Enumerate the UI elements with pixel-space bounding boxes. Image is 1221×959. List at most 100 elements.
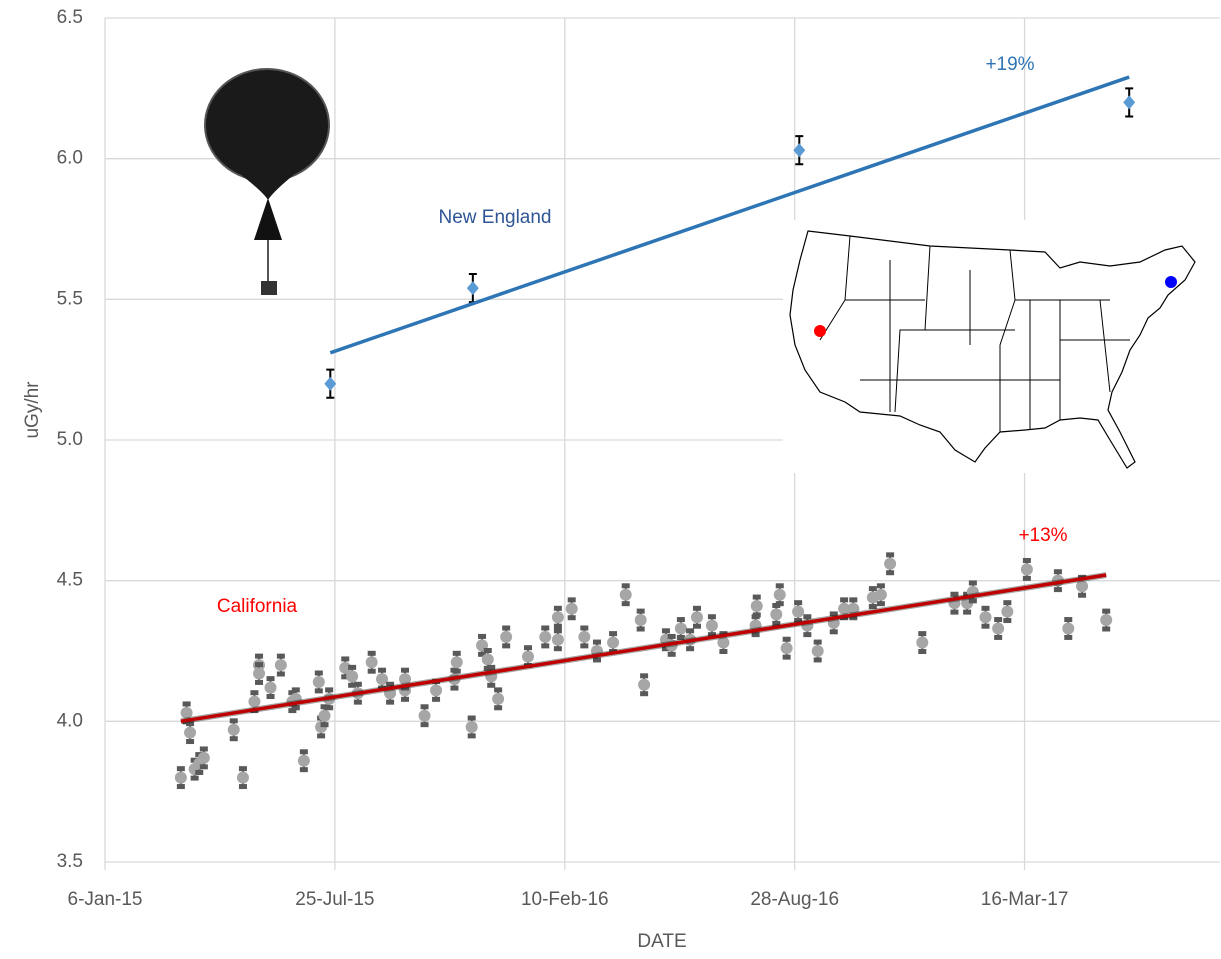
error-cap [803, 632, 812, 638]
data-point [180, 706, 193, 719]
error-cap [367, 668, 376, 674]
error-cap [420, 704, 429, 710]
error-cap [553, 628, 562, 634]
data-point [619, 588, 632, 601]
error-cap [636, 608, 645, 614]
data-point [705, 619, 718, 632]
error-cap [580, 643, 589, 649]
error-cap [502, 643, 511, 649]
error-cap [592, 657, 601, 663]
data-point [274, 659, 287, 672]
error-cap [276, 653, 285, 659]
error-cap [255, 679, 264, 685]
annotation: +13% [1018, 525, 1067, 546]
x-tick-label: 6-Jan-15 [68, 889, 143, 910]
error-cap [288, 690, 297, 696]
error-cap [250, 690, 259, 696]
data-point [248, 695, 261, 708]
error-cap [994, 634, 1003, 640]
x-tick-label: 16-Mar-17 [981, 889, 1069, 910]
error-cap [182, 701, 191, 707]
error-cap [288, 708, 297, 714]
error-cap [401, 685, 410, 691]
error-cap [1064, 634, 1073, 640]
error-cap [353, 681, 362, 687]
trend-line [180, 573, 1107, 724]
data-point [674, 622, 687, 635]
data-point [770, 608, 783, 621]
error-cap [794, 618, 803, 624]
error-cap [752, 612, 761, 618]
parachute [254, 198, 282, 240]
data-point [1076, 580, 1089, 593]
data-point [312, 675, 325, 688]
error-cap [176, 784, 185, 790]
error-cap [401, 667, 410, 673]
error-cap [886, 552, 895, 558]
error-cap [229, 736, 238, 742]
error-cap [378, 667, 387, 673]
error-cap [341, 656, 350, 662]
x-tick-label: 28-Aug-16 [750, 889, 839, 910]
data-layer [174, 75, 1136, 790]
error-cap [849, 615, 858, 621]
error-cap [238, 784, 247, 790]
error-cap [719, 649, 728, 654]
error-cap [348, 682, 357, 688]
error-cap [918, 649, 927, 654]
error-cap [467, 715, 476, 721]
error-cap [186, 721, 195, 727]
data-point [450, 656, 463, 669]
error-cap [1003, 600, 1012, 606]
error-cap [317, 733, 326, 739]
error-cap [752, 594, 761, 600]
error-cap [255, 662, 264, 668]
error-cap [494, 687, 503, 693]
data-point [346, 670, 359, 683]
error-cap [667, 651, 676, 657]
error-cap [829, 611, 838, 617]
x-tick-label: 25-Jul-15 [295, 889, 374, 910]
error-cap [478, 651, 487, 657]
error-cap [291, 687, 300, 693]
data-point [227, 723, 240, 736]
error-cap [886, 570, 895, 576]
error-cap [661, 646, 670, 652]
error-cap [849, 597, 858, 603]
data-point [690, 611, 703, 624]
data-point [297, 754, 310, 767]
error-cap [775, 583, 784, 589]
data-point [253, 667, 266, 680]
data-point [811, 645, 824, 657]
error-cap [320, 722, 329, 728]
error-cap [266, 676, 275, 682]
data-point [492, 692, 505, 705]
error-cap [876, 601, 885, 607]
data-point [418, 709, 431, 722]
data-point [174, 771, 187, 784]
data-point [780, 642, 793, 655]
error-cap [1053, 587, 1062, 593]
error-cap [353, 699, 362, 705]
error-cap [299, 767, 308, 773]
error-cap [640, 673, 649, 679]
data-point [376, 673, 389, 686]
balloon-neck [228, 165, 306, 200]
data-point [979, 611, 992, 624]
data-point [773, 588, 786, 601]
data-point [365, 656, 378, 669]
error-cap [609, 631, 618, 637]
annotation: New England [438, 207, 551, 228]
data-point [481, 653, 494, 666]
error-cap [667, 633, 676, 639]
error-cap [813, 657, 822, 663]
error-cap [325, 687, 334, 693]
data-point [399, 673, 412, 686]
error-cap [707, 614, 716, 620]
error-cap [401, 696, 410, 702]
error-cap [452, 668, 461, 674]
error-cap [813, 639, 822, 645]
error-cap [186, 739, 195, 745]
error-cap [567, 615, 576, 621]
